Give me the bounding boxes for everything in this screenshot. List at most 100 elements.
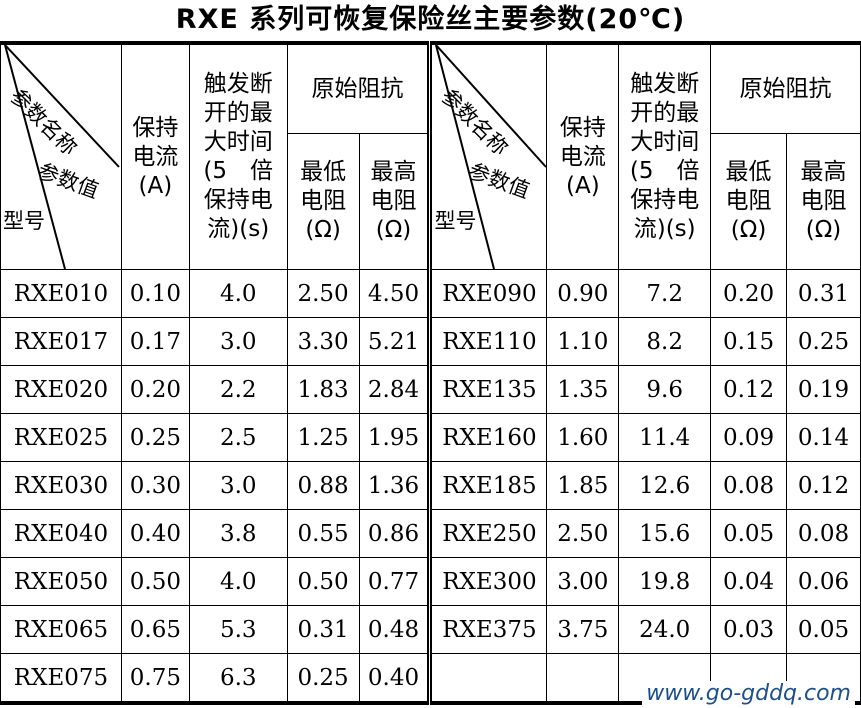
table-row: RXE065 0.65 5.3 0.31 0.48 RXE375 3.75 24.0 0.03 0…: [0, 605, 861, 654]
min-resistance-cell: 0.12: [710, 365, 787, 414]
page-title: RXE 系列可恢复保险丝主要参数(20℃): [175, 4, 686, 35]
model-cell: RXE135: [429, 365, 548, 414]
max-resistance-cell: 4.50: [358, 269, 433, 318]
max-resistance-cell: 0.19: [786, 365, 861, 414]
trip-time-cell: 7.2: [618, 269, 712, 318]
max-resistance-cell: 5.21: [358, 317, 433, 366]
model-cell: RXE065: [0, 605, 122, 654]
trip-time-cell: 6.3: [188, 653, 288, 704]
resistance-header: 原始阻抗: [286, 42, 433, 134]
model-cell: RXE075: [0, 653, 122, 704]
max-resistance-cell: 2.84: [358, 365, 433, 414]
model-cell: RXE020: [0, 365, 122, 414]
table-row: RXE050 0.50 4.0 0.50 0.77 RXE300 3.00 19.8 0.04 0…: [0, 557, 861, 606]
min-resistance-cell: 0.20: [710, 269, 787, 318]
max-resistance-header: 最高 电阻 (Ω): [358, 133, 433, 270]
model-cell: RXE250: [429, 509, 548, 558]
min-resistance-cell: 1.25: [286, 413, 360, 462]
model-cell: RXE030: [0, 461, 122, 510]
model-label: 型号: [3, 209, 45, 233]
min-resistance-cell: 0.04: [710, 557, 787, 606]
trip-time-cell: 9.6: [618, 365, 712, 414]
model-cell: RXE375: [429, 605, 548, 654]
max-resistance-cell: 0.08: [786, 509, 861, 558]
model-cell: RXE300: [429, 557, 548, 606]
model-cell: RXE025: [0, 413, 122, 462]
table-row: RXE030 0.30 3.0 0.88 1.36 RXE185 1.85 12.6 0.08 0…: [0, 461, 861, 510]
trip-time-cell: 5.3: [188, 605, 288, 654]
model-label: 型号: [434, 209, 477, 233]
diagonal-lines: [435, 45, 548, 269]
table-row: RXE040 0.40 3.8 0.55 0.86 RXE250 2.50 15.6 0.05 0…: [0, 509, 861, 558]
min-resistance-cell: 1.83: [286, 365, 360, 414]
trip-time-header: 触发断 开的最 大时间 (5 倍 保持电 流)(s): [618, 42, 712, 270]
trip-time-cell: 24.0: [618, 605, 712, 654]
hold-current-cell: 0.50: [120, 557, 190, 606]
max-resistance-cell: 0.40: [358, 653, 433, 704]
min-resistance-cell: 0.08: [710, 461, 787, 510]
min-resistance-cell: 3.30: [286, 317, 360, 366]
model-cell: RXE017: [0, 317, 122, 366]
hold-current-cell: 0.25: [120, 413, 190, 462]
hold-current-cell: 1.85: [546, 461, 620, 510]
trip-time-header: 触发断 开的最 大时间 (5 倍 保持电 流)(s): [188, 42, 288, 270]
min-resistance-cell: 0.15: [710, 317, 787, 366]
max-resistance-cell: 0.77: [358, 557, 433, 606]
max-resistance-cell: 0.14: [786, 413, 861, 462]
hold-current-cell: 0.65: [120, 605, 190, 654]
trip-time-cell: 3.0: [188, 317, 288, 366]
table-row: RXE010 0.10 4.0 2.50 4.50 RXE090 0.90 7.2 0.20 0.…: [0, 269, 861, 318]
diagonal-header-cell-left: 参数名称 参数值 型号: [0, 42, 122, 270]
max-resistance-cell: 0.31: [786, 269, 861, 318]
hold-current-cell: 1.10: [546, 317, 620, 366]
hold-current-cell: 0.30: [120, 461, 190, 510]
model-cell: RXE185: [429, 461, 548, 510]
watermark: www.go-gddq.com: [642, 681, 855, 706]
hold-current-cell: 0.40: [120, 509, 190, 558]
min-resistance-cell: 0.55: [286, 509, 360, 558]
hold-current-cell: 0.90: [546, 269, 620, 318]
header-row-2: 最低 电阻 (Ω) 最高 电阻 (Ω) 最低 电阻 (Ω) 最高 电阻 (Ω): [1, 133, 861, 270]
min-resistance-cell: 0.31: [286, 605, 360, 654]
table-row: RXE075 0.75 6.3 0.25 0.40: [0, 653, 861, 704]
model-cell: RXE160: [429, 413, 548, 462]
trip-time-cell: 8.2: [618, 317, 712, 366]
max-resistance-cell: 1.95: [358, 413, 433, 462]
model-cell: RXE040: [0, 509, 122, 558]
max-resistance-cell: 0.48: [358, 605, 433, 654]
hold-current-cell: 0.10: [120, 269, 190, 318]
hold-current-cell: [546, 653, 620, 704]
model-cell: RXE090: [429, 269, 548, 318]
header-row-1: 参数名称 参数值 型号 保持 电流 (A) 触发断 开的最 大时间 (5 倍 保…: [0, 42, 861, 270]
hold-current-header: 保持 电流 (A): [546, 42, 620, 270]
min-resistance-cell: 0.03: [710, 605, 787, 654]
trip-time-cell: 15.6: [618, 509, 712, 558]
trip-time-cell: 11.4: [618, 413, 712, 462]
model-cell: RXE110: [429, 317, 548, 366]
model-cell: RXE010: [0, 269, 122, 318]
hold-current-cell: 0.17: [120, 317, 190, 366]
hold-current-cell: 0.20: [120, 365, 190, 414]
min-resistance-header: 最低 电阻 (Ω): [286, 133, 360, 270]
hold-current-cell: 0.75: [120, 653, 190, 704]
max-resistance-cell: 1.36: [358, 461, 433, 510]
max-resistance-cell: 0.86: [358, 509, 433, 558]
table-row: RXE025 0.25 2.5 1.25 1.95 RXE160 1.60 11.4 0.09 0…: [0, 413, 861, 462]
max-resistance-cell: 0.12: [786, 461, 861, 510]
trip-time-cell: 2.5: [188, 413, 288, 462]
min-resistance-cell: 0.25: [286, 653, 360, 704]
resistance-header: 原始阻抗: [710, 42, 861, 134]
min-resistance-cell: 0.09: [710, 413, 787, 462]
hold-current-header: 保持 电流 (A): [120, 42, 190, 270]
hold-current-cell: 1.35: [546, 365, 620, 414]
hold-current-cell: 3.00: [546, 557, 620, 606]
diagonal-header-cell-right: 参数名称 参数值 型号: [429, 42, 548, 270]
trip-time-cell: 3.0: [188, 461, 288, 510]
min-resistance-cell: 0.88: [286, 461, 360, 510]
parameter-table: 参数名称 参数值 型号 保持 电流 (A) 触发断 开的最 大时间 (5 倍 保…: [0, 41, 861, 705]
max-resistance-cell: 0.25: [786, 317, 861, 366]
trip-time-cell: 3.8: [188, 509, 288, 558]
table-row: RXE020 0.20 2.2 1.83 2.84 RXE135 1.35 9.6 0.12 0.…: [0, 365, 861, 414]
hold-current-cell: 3.75: [546, 605, 620, 654]
max-resistance-cell: 0.06: [786, 557, 861, 606]
